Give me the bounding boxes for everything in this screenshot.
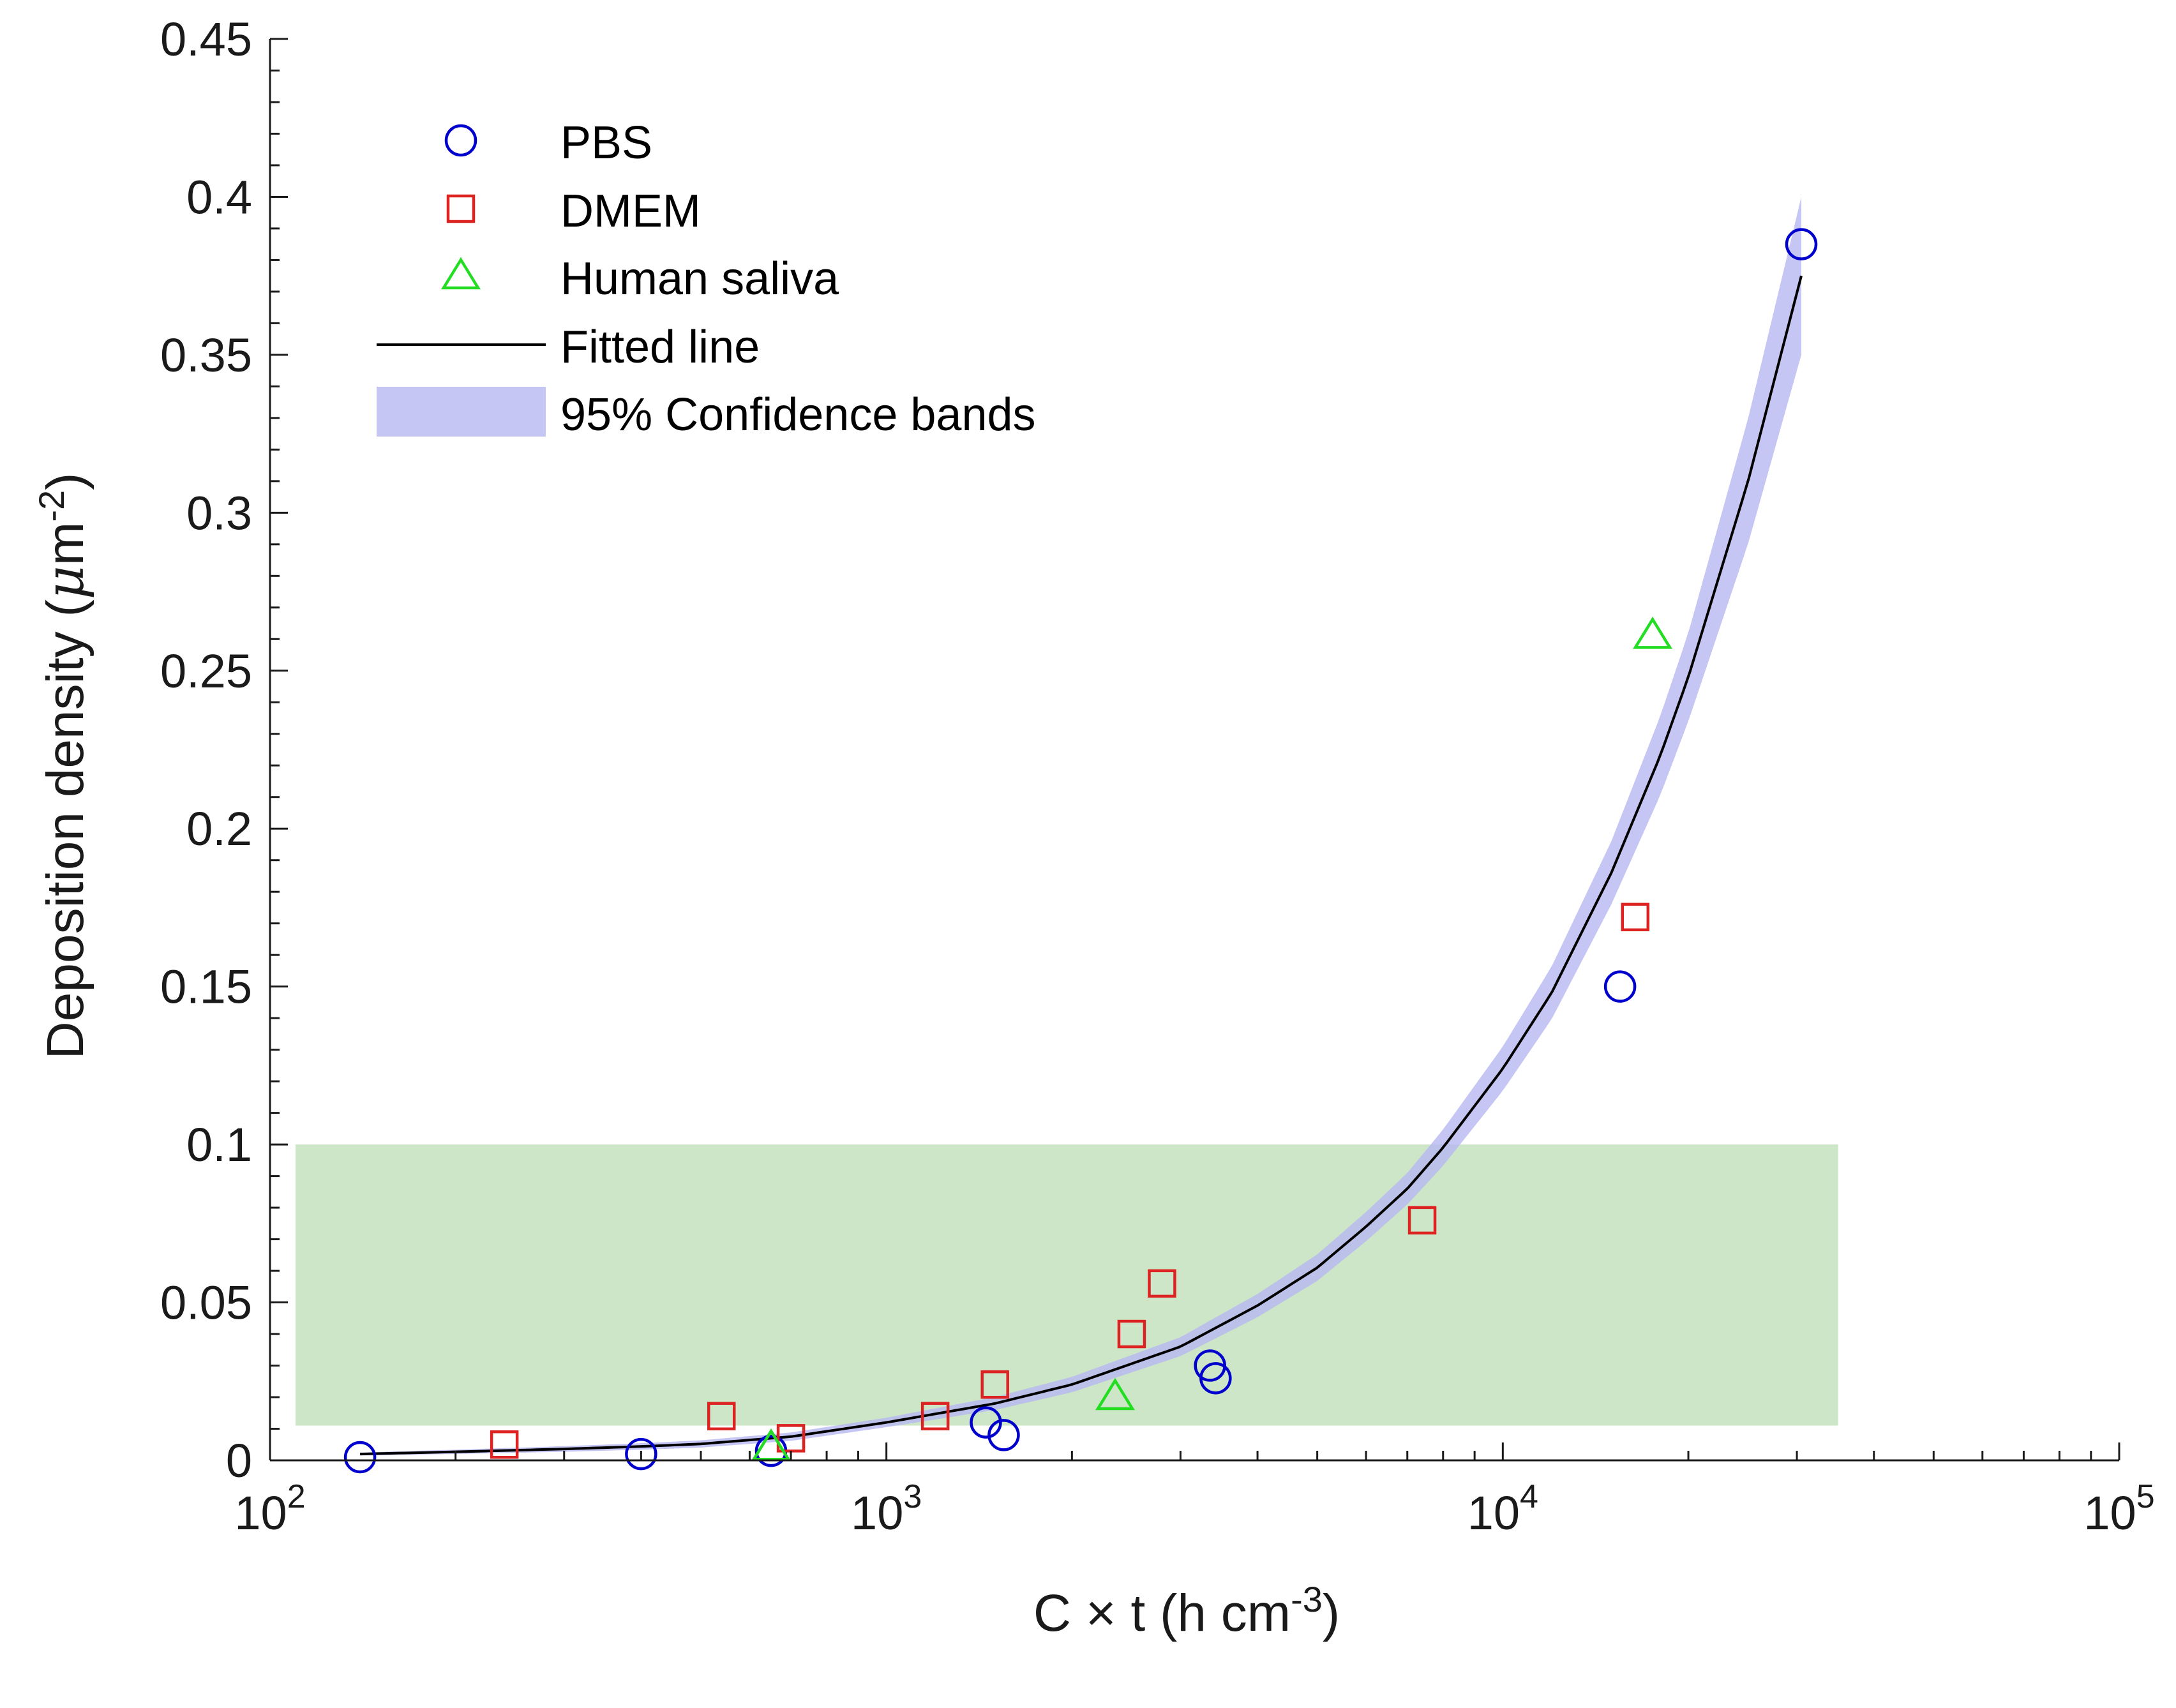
pbs-point — [987, 1419, 1020, 1451]
y-tick-label: 0.3 — [186, 486, 252, 539]
dmem-point — [1117, 1319, 1146, 1349]
human-saliva-point — [751, 1428, 792, 1461]
y-tick-label: 0 — [226, 1434, 252, 1487]
y-tick-label: 0.4 — [186, 170, 252, 223]
dmem-point — [980, 1370, 1009, 1399]
y-tick-label: 0.35 — [160, 329, 252, 382]
x-axis-title: C × t (h cm-3) — [1033, 1579, 1340, 1642]
pbs-point — [625, 1437, 657, 1471]
legend-label: 95% Confidence bands — [560, 389, 1036, 440]
dmem-point — [707, 1402, 736, 1430]
pbs-point — [1603, 970, 1637, 1003]
y-tick-label: 0.25 — [160, 645, 252, 698]
legend-human-saliva-symbol — [440, 257, 481, 290]
legend-label: PBS — [560, 117, 652, 169]
pbs-point — [970, 1406, 1002, 1439]
data-markers — [343, 228, 1818, 1474]
legend-dmem-symbol — [446, 194, 476, 223]
x-tick-label: 103 — [851, 1478, 922, 1539]
axes — [269, 38, 2120, 1462]
legend-label: DMEM — [560, 186, 701, 237]
legend-pbs-symbol — [444, 124, 477, 157]
pbs-point — [343, 1441, 377, 1474]
dmem-point — [920, 1402, 950, 1430]
dmem-point — [1148, 1269, 1176, 1298]
y-axis-title: Deposition density (μm-2) — [31, 473, 96, 1060]
legend-label: Fitted line — [560, 322, 760, 373]
x-tick-label: 104 — [1467, 1478, 1538, 1539]
y-tick-labels: 0 0.05 0.1 0.15 0.2 0.25 0.3 0.35 0.4 0.45 — [160, 13, 252, 1487]
legend-label: Human saliva — [560, 253, 839, 304]
x-tick-label: 102 — [234, 1478, 305, 1539]
pbs-point — [1785, 228, 1818, 260]
y-tick-label: 0.2 — [186, 802, 252, 855]
pbs-point — [1199, 1362, 1232, 1395]
y-tick-label: 0.45 — [160, 13, 252, 66]
x-tick-labels: 102 103 104 105 — [234, 1478, 2154, 1539]
human-saliva-point — [1095, 1377, 1136, 1411]
legend-band-symbol — [377, 387, 546, 437]
fitted-line — [360, 275, 1803, 1456]
y-tick-label: 0.1 — [186, 1118, 252, 1171]
dmem-point — [1407, 1206, 1437, 1235]
dmem-point — [1621, 903, 1650, 932]
y-tick-label: 0.05 — [160, 1277, 252, 1330]
legend: PBS DMEM Human saliva Fitted line 95% Confid… — [377, 117, 1036, 440]
dmem-point — [490, 1430, 519, 1459]
x-tick-label: 105 — [2083, 1478, 2154, 1539]
human-saliva-point — [1633, 617, 1673, 649]
y-tick-label: 0.15 — [160, 961, 252, 1014]
confidence-band — [360, 197, 1802, 1456]
